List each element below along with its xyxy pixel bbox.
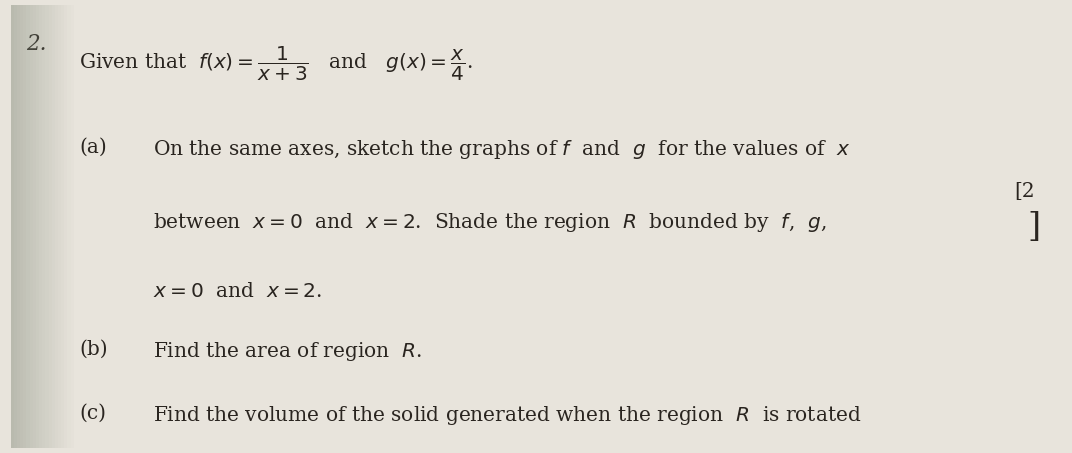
Polygon shape [33, 5, 36, 448]
Text: On the same axes, sketch the graphs of $f$  and  $g$  for the values of  $x$: On the same axes, sketch the graphs of $… [152, 138, 850, 161]
Polygon shape [64, 5, 68, 448]
Polygon shape [58, 5, 61, 448]
Text: $x=0$  and  $x=2$.: $x=0$ and $x=2$. [152, 282, 322, 301]
Text: [2: [2 [1014, 182, 1034, 201]
Text: Find the area of region  $R$.: Find the area of region $R$. [152, 340, 421, 363]
Text: 2.: 2. [27, 34, 47, 55]
Polygon shape [11, 5, 14, 448]
Text: between  $x=0$  and  $x=2$.  Shade the region  $R$  bounded by  $f$,  $g$,: between $x=0$ and $x=2$. Shade the regio… [152, 211, 825, 234]
Polygon shape [61, 5, 64, 448]
Polygon shape [48, 5, 51, 448]
Polygon shape [51, 5, 55, 448]
Polygon shape [14, 5, 17, 448]
Text: (b): (b) [79, 340, 107, 359]
Polygon shape [24, 5, 27, 448]
Polygon shape [17, 5, 20, 448]
Text: (c): (c) [79, 404, 106, 423]
Text: ]: ] [1028, 211, 1041, 242]
Polygon shape [27, 5, 30, 448]
Polygon shape [30, 5, 33, 448]
Polygon shape [42, 5, 45, 448]
Polygon shape [20, 5, 24, 448]
Polygon shape [55, 5, 58, 448]
Polygon shape [45, 5, 48, 448]
Polygon shape [36, 5, 39, 448]
Text: Given that  $f(x)=\dfrac{1}{x+3}$   and   $g(x)=\dfrac{x}{4}$.: Given that $f(x)=\dfrac{1}{x+3}$ and $g(… [79, 44, 473, 83]
Text: (a): (a) [79, 138, 107, 157]
Polygon shape [39, 5, 42, 448]
Text: Find the volume of the solid generated when the region  $R$  is rotated: Find the volume of the solid generated w… [152, 404, 861, 427]
